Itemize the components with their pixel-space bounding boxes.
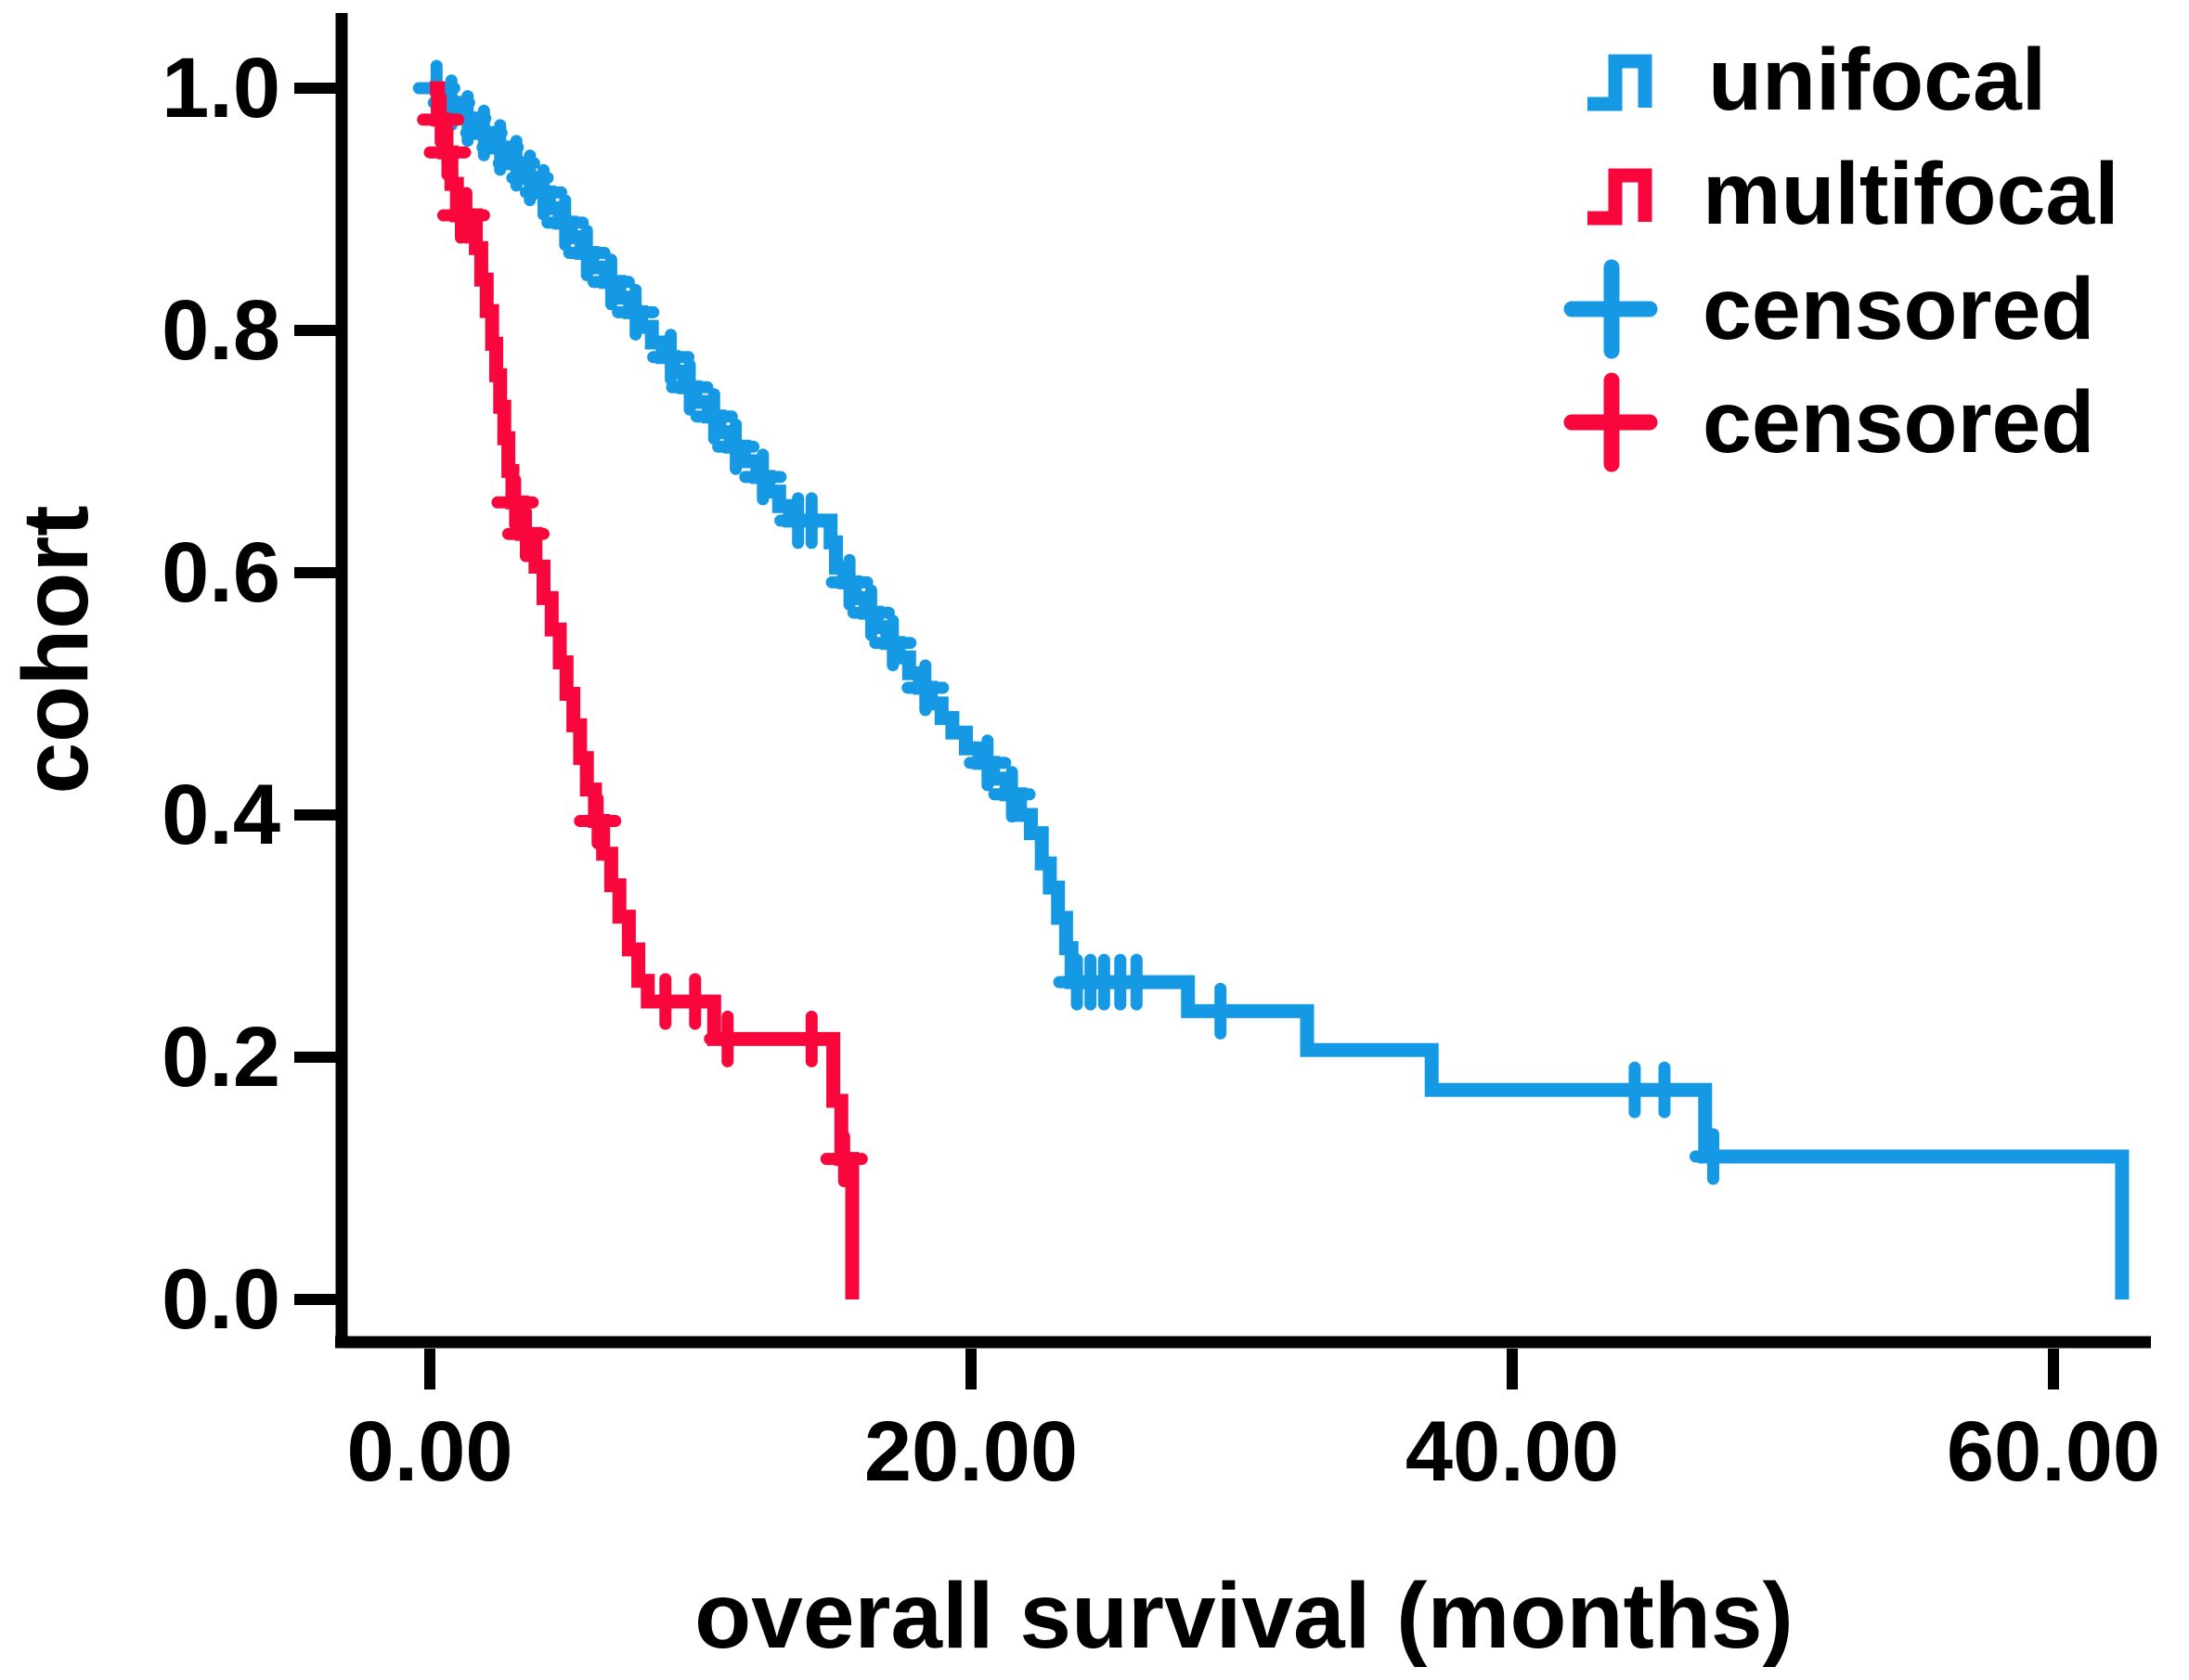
legend-item-multifocal: multifocal: [1587, 145, 2119, 243]
legend: unifocal multifocal censored censored: [1563, 31, 2119, 472]
censored-plus-icon: [1563, 259, 1658, 359]
y-tick-label: 0.6: [162, 525, 280, 620]
x-axis-title: overall survival (months): [694, 1564, 1794, 1668]
legend-label: multifocal: [1703, 145, 2119, 243]
legend-item-censored-multifocal: censored: [1563, 372, 2094, 472]
censored-plus-icon: [1563, 372, 1658, 472]
km-step-icon: [1587, 168, 1652, 226]
y-tick-label: 0.2: [162, 1010, 280, 1105]
y-tick-label: 0.8: [162, 283, 280, 378]
legend-label: censored: [1703, 373, 2094, 472]
y-tick-label: 0.4: [162, 768, 280, 862]
unifocal-censored-marks: [412, 59, 1737, 1185]
legend-label: unifocal: [1708, 31, 2046, 129]
y-axis-ticks: [294, 83, 336, 1305]
x-tick-labels: 0.00 20.00 40.00 60.00: [346, 1404, 2160, 1499]
km-step-icon: [1587, 54, 1652, 111]
y-tick-label: 1.0: [162, 41, 280, 136]
legend-label: censored: [1703, 260, 2094, 358]
x-tick-label: 40.00: [1405, 1404, 1619, 1499]
x-axis-ticks: [424, 1349, 2059, 1389]
x-tick-label: 60.00: [1947, 1404, 2160, 1499]
multifocal-censored-marks: [417, 91, 868, 1188]
x-tick-label: 0.00: [346, 1404, 512, 1499]
x-tick-label: 20.00: [864, 1404, 1078, 1499]
y-axis-title: cohort: [4, 505, 108, 794]
y-tick-label: 0.0: [162, 1252, 280, 1347]
legend-item-censored-unifocal: censored: [1563, 259, 2094, 359]
y-tick-labels: 1.0 0.8 0.6 0.4 0.2 0.0: [162, 41, 280, 1347]
multifocal-curve: [430, 81, 860, 1299]
legend-item-unifocal: unifocal: [1587, 31, 2046, 129]
